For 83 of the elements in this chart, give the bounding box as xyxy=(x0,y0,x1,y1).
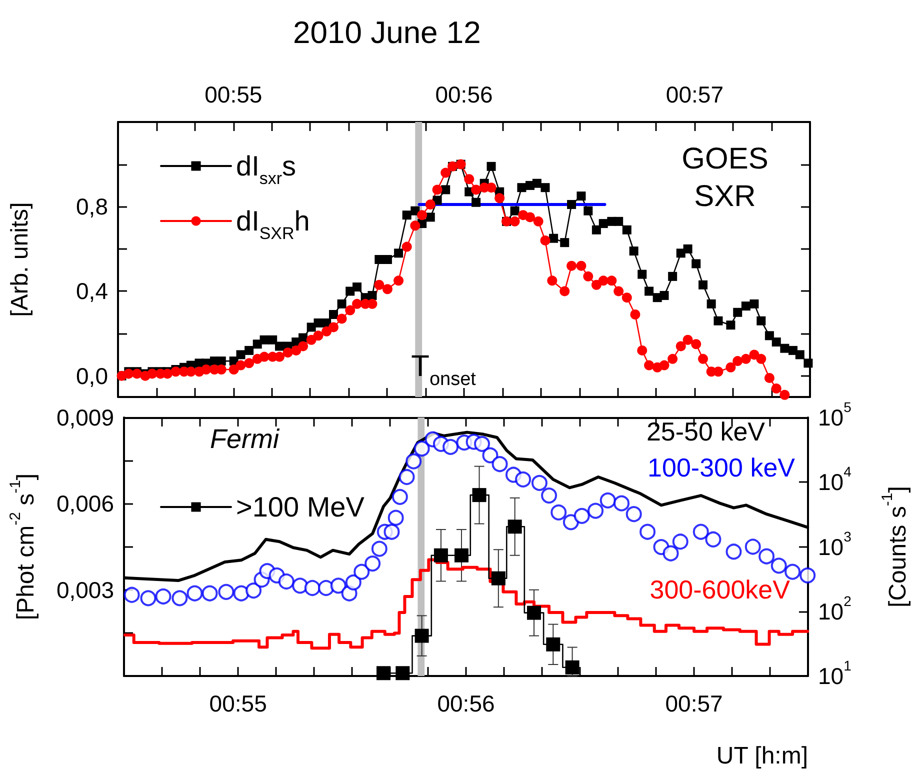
point xyxy=(398,469,415,486)
point xyxy=(202,585,218,602)
point xyxy=(218,584,234,600)
point xyxy=(482,447,498,464)
point xyxy=(526,606,541,620)
point xyxy=(186,585,203,602)
point xyxy=(384,524,400,540)
point xyxy=(550,504,567,520)
legend-label: >100 MeV xyxy=(236,492,365,522)
point xyxy=(800,567,816,584)
x-tick-label: 00:56 xyxy=(437,690,495,716)
point xyxy=(414,440,430,457)
series-label: 300-600keV xyxy=(650,574,791,604)
point xyxy=(726,544,742,560)
point xyxy=(574,508,590,524)
point xyxy=(124,586,140,603)
point xyxy=(406,453,422,470)
point xyxy=(626,506,642,522)
point xyxy=(770,558,787,574)
point xyxy=(233,585,250,602)
point xyxy=(414,628,429,643)
chart-title: 2010 June 12 xyxy=(293,15,481,50)
point xyxy=(692,524,709,540)
point xyxy=(614,495,630,512)
point xyxy=(318,580,334,596)
y-tick-label: 0,4 xyxy=(76,278,108,304)
x-tick-label: 00:57 xyxy=(666,82,724,108)
x-axis-title: UT [h:m] xyxy=(716,742,808,770)
point xyxy=(371,540,388,557)
point xyxy=(531,474,548,491)
point xyxy=(784,564,801,580)
y-tick-label: 0,0 xyxy=(76,362,108,389)
point xyxy=(515,471,532,488)
point xyxy=(376,666,391,680)
annotation: Fermi xyxy=(210,424,280,454)
point xyxy=(758,548,775,564)
point xyxy=(434,548,448,562)
point xyxy=(672,534,688,550)
point xyxy=(640,524,656,540)
point xyxy=(600,492,616,508)
point xyxy=(278,573,294,590)
y2-axis-title: [Counts s-1] xyxy=(879,486,912,608)
point xyxy=(565,660,580,674)
x-tick-label: 00:55 xyxy=(204,82,262,108)
annotation: GOES SXR xyxy=(682,142,768,213)
point xyxy=(744,538,761,555)
x-tick-label: 00:55 xyxy=(209,690,267,716)
y-axis-title: [Phot cm-2 s-1] xyxy=(7,473,40,620)
point xyxy=(330,578,346,594)
point xyxy=(662,545,679,562)
point xyxy=(345,574,362,590)
point xyxy=(508,520,522,534)
point xyxy=(541,488,558,504)
point xyxy=(396,666,410,680)
y-tick-label: 0,003 xyxy=(56,576,114,603)
point xyxy=(392,488,408,505)
point xyxy=(562,514,579,530)
x-tick-label: 00:57 xyxy=(665,690,723,716)
legend-label: 25-50 keV xyxy=(646,416,766,446)
point xyxy=(388,510,404,526)
point xyxy=(454,548,468,562)
point xyxy=(304,580,320,596)
point xyxy=(588,502,604,519)
point xyxy=(442,438,459,455)
point xyxy=(364,556,381,572)
y-axis-title: [Arb. units] xyxy=(6,202,34,317)
y-tick-label: 0,006 xyxy=(56,490,114,517)
series-label: 100-300 keV xyxy=(648,452,796,482)
y-tick-label: 0,8 xyxy=(76,194,108,220)
point xyxy=(172,590,188,606)
point xyxy=(354,564,370,580)
point xyxy=(705,531,722,548)
point xyxy=(546,637,560,652)
point xyxy=(491,571,506,586)
y-tick-label: 0,009 xyxy=(56,404,114,430)
point xyxy=(292,578,308,594)
point xyxy=(492,456,508,472)
x-tick-label: 00:56 xyxy=(435,82,493,108)
point xyxy=(140,590,156,606)
point xyxy=(472,488,486,502)
point xyxy=(155,588,172,604)
point xyxy=(474,436,490,452)
point xyxy=(246,582,262,599)
